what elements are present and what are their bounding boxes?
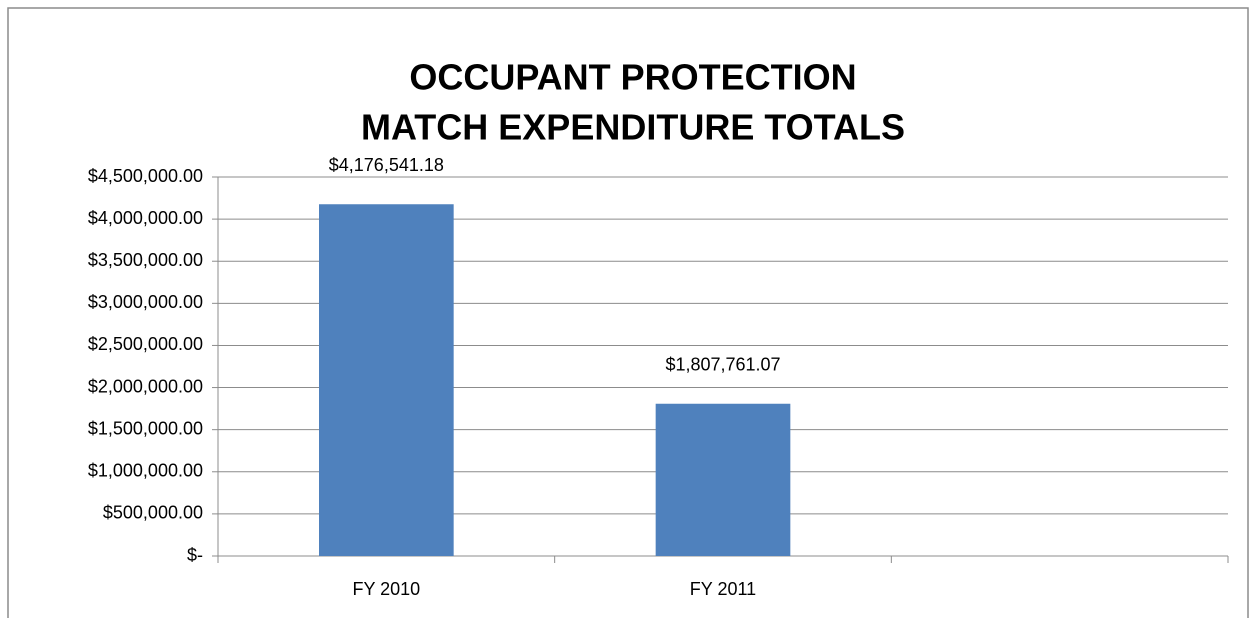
- x-tick-label: FY 2011: [690, 579, 756, 599]
- chart-title: OCCUPANT PROTECTION: [409, 57, 856, 98]
- y-tick-label: $3,500,000.00: [88, 250, 203, 270]
- y-tick-label: $3,000,000.00: [88, 292, 203, 312]
- chart-title: MATCH EXPENDITURE TOTALS: [361, 107, 905, 148]
- chart-frame: [7, 7, 1249, 623]
- y-tick-label: $2,500,000.00: [88, 334, 203, 354]
- data-label: $4,176,541.18: [329, 155, 444, 175]
- y-tick-label: $4,000,000.00: [88, 208, 203, 228]
- bar: [319, 204, 454, 556]
- x-tick-label: FY 2010: [352, 579, 420, 599]
- data-label: $1,807,761.07: [665, 354, 780, 374]
- y-tick-label: $-: [187, 545, 203, 565]
- y-tick-label: $500,000.00: [103, 503, 203, 523]
- bar: [655, 403, 791, 556]
- y-tick-label: $1,500,000.00: [88, 418, 203, 438]
- y-tick-label: $4,500,000.00: [88, 166, 203, 186]
- y-tick-label: $2,000,000.00: [88, 376, 203, 396]
- y-tick-label: $1,000,000.00: [88, 461, 203, 481]
